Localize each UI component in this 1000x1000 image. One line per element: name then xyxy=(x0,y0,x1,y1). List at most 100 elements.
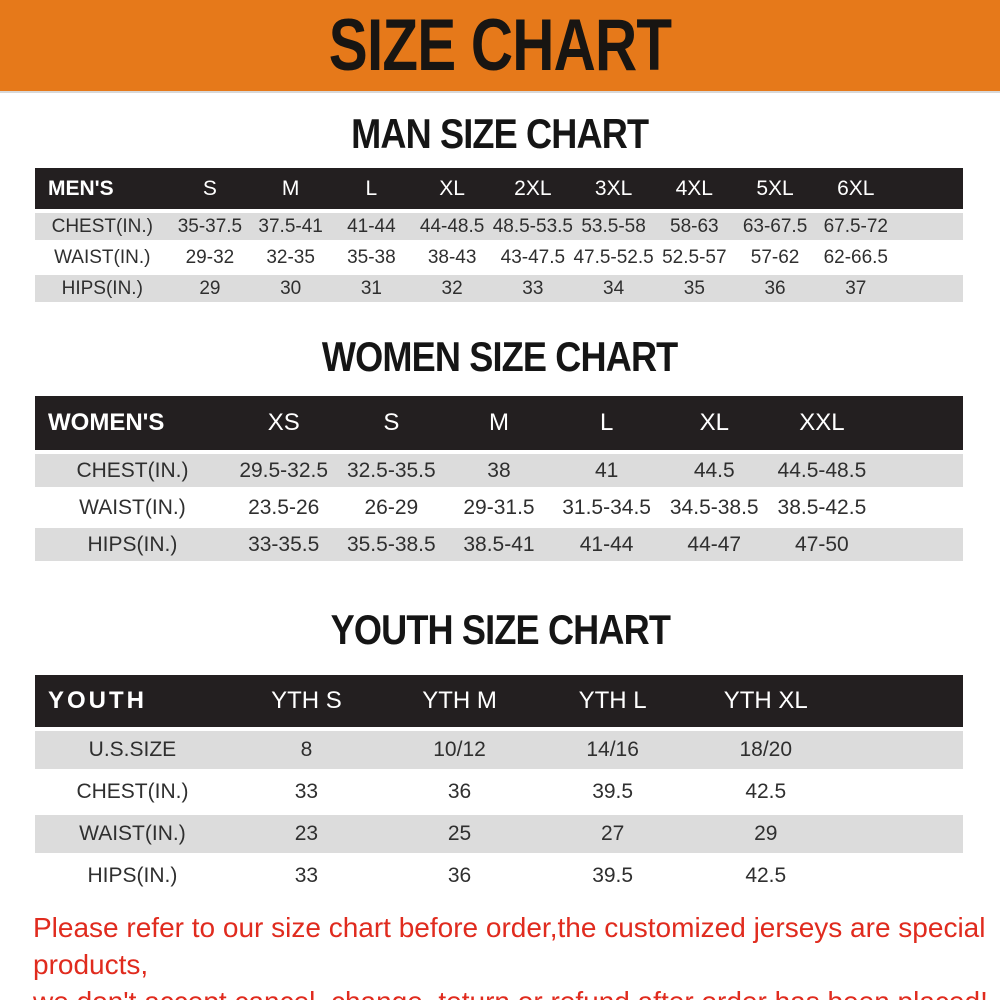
size-value-cell: 44-47 xyxy=(660,528,769,561)
row-label: CHEST(IN.) xyxy=(35,454,230,487)
size-value-cell: 38.5-41 xyxy=(445,528,553,561)
size-value-cell: 43-47.5 xyxy=(492,244,574,271)
row-trailing-cell xyxy=(875,491,963,524)
disclaimer-line-2: we don't accept cancel, change, teturn o… xyxy=(33,983,1000,1000)
table-row: U.S.SIZE 8 10/12 14/16 18/20 xyxy=(35,731,963,769)
size-value-cell: 38.5-42.5 xyxy=(768,491,876,524)
size-value-cell: 32-35 xyxy=(250,244,332,271)
row-trailing-cell xyxy=(875,454,963,487)
size-value-cell: 32 xyxy=(411,275,493,302)
size-value-cell: 35-38 xyxy=(331,244,412,271)
row-trailing-cell xyxy=(842,815,963,853)
size-value-cell: 38-43 xyxy=(411,244,493,271)
size-value-cell: 29-31.5 xyxy=(445,491,553,524)
table-corner-label: MEN'S xyxy=(35,168,170,209)
row-trailing-cell xyxy=(842,731,963,769)
column-header: S xyxy=(169,168,251,209)
size-value-cell: 35 xyxy=(653,275,735,302)
size-value-cell: 25 xyxy=(382,815,537,853)
size-value-cell: 26-29 xyxy=(337,491,446,524)
size-value-cell: 47.5-52.5 xyxy=(573,244,654,271)
size-value-cell: 31.5-34.5 xyxy=(552,491,661,524)
table-header-row: MEN'S S M L XL 2XL 3XL 4XL 5XL 6XL xyxy=(35,168,963,209)
column-header: 6XL xyxy=(815,168,897,209)
size-value-cell: 42.5 xyxy=(689,773,843,811)
size-value-cell: 63-67.5 xyxy=(734,213,816,240)
size-value-cell: 23.5-26 xyxy=(229,491,338,524)
size-value-cell: 37.5-41 xyxy=(250,213,332,240)
table-row: CHEST(IN.) 35-37.5 37.5-41 41-44 44-48.5 48.5… xyxy=(35,213,963,240)
youth-table-container: YOUTH YTH S YTH M YTH L YTH XL U.S.SIZE 8 10/12… xyxy=(0,671,1000,899)
column-header: XL xyxy=(660,396,769,450)
column-header: XS xyxy=(229,396,338,450)
size-value-cell: 39.5 xyxy=(536,857,690,895)
row-trailing-cell xyxy=(842,857,963,895)
size-value-cell: 29-32 xyxy=(169,244,251,271)
womens-table-container: WOMEN'S XS S M L XL XXL CHEST(IN.) 29.5-32.5 32.5… xyxy=(0,392,1000,565)
table-row: HIPS(IN.) 33-35.5 35.5-38.5 38.5-41 41-44 44-… xyxy=(35,528,963,561)
size-value-cell: 62-66.5 xyxy=(815,244,897,271)
youth-size-chart-title: YOUTH SIZE CHART xyxy=(330,606,670,653)
women-size-chart-title: WOMEN SIZE CHART xyxy=(322,333,678,380)
size-value-cell: 35-37.5 xyxy=(169,213,251,240)
row-label: HIPS(IN.) xyxy=(35,275,170,302)
size-value-cell: 18/20 xyxy=(689,731,843,769)
size-value-cell: 34 xyxy=(573,275,654,302)
section-heading-man: MAN SIZE CHART xyxy=(0,113,1000,155)
size-table-womens: WOMEN'S XS S M L XL XXL CHEST(IN.) 29.5-32.5 32.5… xyxy=(35,392,963,565)
column-header: L xyxy=(552,396,661,450)
banner-title: SIZE CHART xyxy=(328,5,672,86)
size-value-cell: 34.5-38.5 xyxy=(660,491,769,524)
row-trailing-cell xyxy=(842,773,963,811)
size-value-cell: 29 xyxy=(689,815,843,853)
row-label: WAIST(IN.) xyxy=(35,244,170,271)
table-header-row: YOUTH YTH S YTH M YTH L YTH XL xyxy=(35,675,963,727)
table-header-row: WOMEN'S XS S M L XL XXL xyxy=(35,396,963,450)
size-value-cell: 48.5-53.5 xyxy=(492,213,574,240)
column-header: YTH M xyxy=(382,675,537,727)
size-value-cell: 37 xyxy=(815,275,897,302)
size-value-cell: 36 xyxy=(382,857,537,895)
table-row: CHEST(IN.) 29.5-32.5 32.5-35.5 38 41 44.5 44.5… xyxy=(35,454,963,487)
size-value-cell: 44.5-48.5 xyxy=(768,454,876,487)
table-corner-label: WOMEN'S xyxy=(35,396,230,450)
column-header: 5XL xyxy=(734,168,816,209)
size-table-mens: MEN'S S M L XL 2XL 3XL 4XL 5XL 6XL CHEST(IN.) 35-37… xyxy=(35,164,963,306)
column-header: M xyxy=(250,168,332,209)
table-row: CHEST(IN.) 33 36 39.5 42.5 xyxy=(35,773,963,811)
size-value-cell: 27 xyxy=(536,815,690,853)
size-value-cell: 30 xyxy=(250,275,332,302)
size-value-cell: 53.5-58 xyxy=(573,213,654,240)
table-row: WAIST(IN.) 23 25 27 29 xyxy=(35,815,963,853)
disclaimer-text: Please refer to our size chart before or… xyxy=(0,909,1000,1000)
table-row: WAIST(IN.) 23.5-26 26-29 29-31.5 31.5-34.5 34… xyxy=(35,491,963,524)
header-trailing-cell xyxy=(896,168,963,209)
row-label: CHEST(IN.) xyxy=(35,773,230,811)
size-value-cell: 57-62 xyxy=(734,244,816,271)
mens-table-container: MEN'S S M L XL 2XL 3XL 4XL 5XL 6XL CHEST(IN.) 35-37… xyxy=(0,164,1000,306)
column-header: XXL xyxy=(768,396,876,450)
column-header: L xyxy=(331,168,412,209)
column-header: XL xyxy=(411,168,493,209)
size-value-cell: 36 xyxy=(382,773,537,811)
size-table-youth: YOUTH YTH S YTH M YTH L YTH XL U.S.SIZE 8 10/12… xyxy=(35,671,963,899)
column-header: YTH S xyxy=(229,675,383,727)
size-value-cell: 58-63 xyxy=(653,213,735,240)
column-header: 3XL xyxy=(573,168,654,209)
row-label: WAIST(IN.) xyxy=(35,815,230,853)
row-trailing-cell xyxy=(896,213,963,240)
table-corner-label: YOUTH xyxy=(35,675,230,727)
column-header: YTH XL xyxy=(689,675,843,727)
size-value-cell: 35.5-38.5 xyxy=(337,528,446,561)
size-value-cell: 32.5-35.5 xyxy=(337,454,446,487)
header-trailing-cell xyxy=(842,675,963,727)
row-trailing-cell xyxy=(875,528,963,561)
size-value-cell: 44.5 xyxy=(660,454,769,487)
column-header: M xyxy=(445,396,553,450)
row-label: WAIST(IN.) xyxy=(35,491,230,524)
size-value-cell: 52.5-57 xyxy=(653,244,735,271)
banner: SIZE CHART xyxy=(0,0,1000,93)
table-row: HIPS(IN.) 29 30 31 32 33 34 35 36 37 xyxy=(35,275,963,302)
size-value-cell: 67.5-72 xyxy=(815,213,897,240)
column-header: 2XL xyxy=(492,168,574,209)
